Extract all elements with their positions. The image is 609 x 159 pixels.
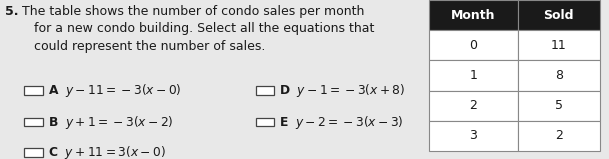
Text: 0: 0 <box>470 39 477 52</box>
Text: 1: 1 <box>470 69 477 82</box>
Bar <box>24 86 43 95</box>
Bar <box>24 118 43 126</box>
Text: 2: 2 <box>470 99 477 112</box>
Bar <box>256 86 274 95</box>
Text: 3: 3 <box>470 129 477 142</box>
Bar <box>518 60 600 91</box>
Bar <box>429 0 518 30</box>
Text: $\mathbf{E}$  $y-2=-3(x-3)$: $\mathbf{E}$ $y-2=-3(x-3)$ <box>279 114 404 131</box>
Text: 2: 2 <box>555 129 563 142</box>
Text: The table shows the number of condo sales per month
   for a new condo building.: The table shows the number of condo sale… <box>22 5 375 53</box>
Bar <box>518 91 600 121</box>
Text: $\mathbf{D}$  $y-1=-3(x+8)$: $\mathbf{D}$ $y-1=-3(x+8)$ <box>279 82 406 99</box>
Bar <box>429 91 518 121</box>
Bar <box>518 0 600 30</box>
Bar <box>429 121 518 151</box>
Text: $\mathbf{C}$  $y+11=3(x-0)$: $\mathbf{C}$ $y+11=3(x-0)$ <box>48 144 166 159</box>
Text: Month: Month <box>451 9 496 22</box>
Bar <box>429 60 518 91</box>
Text: 5.: 5. <box>5 5 18 18</box>
Bar <box>518 121 600 151</box>
Bar <box>256 118 274 126</box>
Text: $\mathbf{B}$  $y+1=-3(x-2)$: $\mathbf{B}$ $y+1=-3(x-2)$ <box>48 114 173 131</box>
Bar <box>429 30 518 60</box>
Text: 11: 11 <box>551 39 566 52</box>
Text: $\mathbf{A}$  $y-11=-3(x-0)$: $\mathbf{A}$ $y-11=-3(x-0)$ <box>48 82 181 99</box>
Bar <box>518 30 600 60</box>
Bar <box>24 148 43 157</box>
Text: 5: 5 <box>555 99 563 112</box>
Text: Sold: Sold <box>543 9 574 22</box>
Text: 8: 8 <box>555 69 563 82</box>
